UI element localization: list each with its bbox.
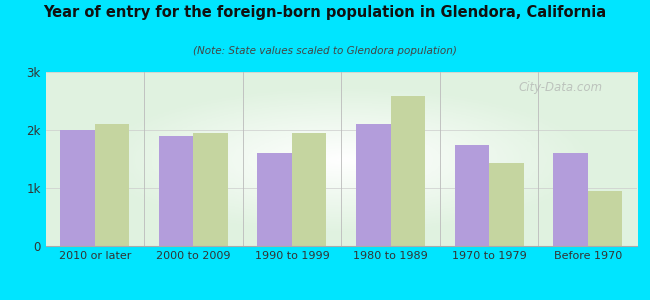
Bar [257, 153, 292, 246]
Bar [588, 191, 622, 246]
Bar [194, 133, 228, 246]
Bar [95, 124, 129, 246]
Bar [60, 130, 95, 246]
Bar [292, 133, 326, 246]
Bar [454, 145, 489, 246]
Bar [553, 153, 588, 246]
Text: (Note: State values scaled to Glendora population): (Note: State values scaled to Glendora p… [193, 46, 457, 56]
Bar [391, 96, 425, 246]
Bar [489, 163, 524, 246]
Text: City-Data.com: City-Data.com [519, 81, 603, 94]
Bar [159, 136, 194, 246]
Text: Year of entry for the foreign-born population in Glendora, California: Year of entry for the foreign-born popul… [44, 4, 606, 20]
Bar [356, 124, 391, 246]
